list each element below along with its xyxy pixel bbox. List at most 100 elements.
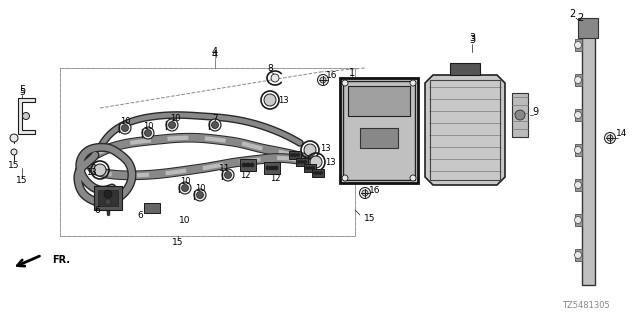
- Circle shape: [179, 182, 191, 194]
- Circle shape: [319, 172, 323, 174]
- Text: 15: 15: [364, 213, 376, 222]
- Circle shape: [296, 154, 300, 156]
- Circle shape: [308, 166, 312, 170]
- Circle shape: [225, 172, 232, 179]
- Polygon shape: [575, 74, 582, 86]
- Circle shape: [298, 161, 301, 164]
- Circle shape: [305, 166, 308, 170]
- Text: 9: 9: [532, 107, 538, 117]
- Circle shape: [222, 169, 234, 181]
- Circle shape: [264, 94, 276, 106]
- Circle shape: [575, 147, 582, 154]
- Text: 16: 16: [326, 70, 338, 79]
- Text: 10: 10: [143, 122, 153, 131]
- Circle shape: [182, 185, 189, 191]
- Text: 8: 8: [267, 63, 273, 73]
- Text: 12: 12: [240, 171, 250, 180]
- Text: 2: 2: [569, 9, 575, 19]
- Polygon shape: [582, 28, 595, 285]
- Polygon shape: [575, 249, 582, 261]
- Text: 1: 1: [349, 68, 355, 78]
- Circle shape: [94, 164, 106, 176]
- Circle shape: [317, 75, 328, 85]
- Text: 4: 4: [212, 47, 218, 57]
- Polygon shape: [343, 81, 415, 180]
- Text: 6: 6: [137, 211, 143, 220]
- Text: 13: 13: [324, 157, 335, 166]
- Circle shape: [342, 175, 348, 181]
- Circle shape: [575, 76, 582, 84]
- Text: 12: 12: [269, 173, 280, 182]
- Text: 14: 14: [616, 129, 628, 138]
- Text: 13: 13: [86, 167, 96, 177]
- Polygon shape: [289, 151, 301, 159]
- Polygon shape: [575, 109, 582, 121]
- Text: 10: 10: [180, 177, 190, 186]
- Circle shape: [575, 252, 582, 259]
- Circle shape: [410, 175, 416, 181]
- Polygon shape: [240, 159, 256, 171]
- Polygon shape: [575, 39, 582, 51]
- Text: 16: 16: [369, 186, 381, 195]
- Circle shape: [242, 163, 246, 167]
- Polygon shape: [94, 186, 122, 210]
- Polygon shape: [425, 75, 505, 185]
- Circle shape: [301, 161, 303, 164]
- Polygon shape: [578, 18, 598, 38]
- Circle shape: [303, 161, 307, 164]
- Text: 15: 15: [16, 175, 28, 185]
- Circle shape: [575, 217, 582, 223]
- Circle shape: [142, 127, 154, 139]
- Text: 3: 3: [469, 35, 475, 45]
- Circle shape: [104, 190, 112, 198]
- Circle shape: [119, 122, 131, 134]
- Text: 11: 11: [220, 164, 231, 172]
- Polygon shape: [304, 164, 316, 172]
- Text: 15: 15: [172, 237, 184, 246]
- Circle shape: [314, 172, 317, 174]
- Circle shape: [575, 42, 582, 49]
- Polygon shape: [575, 214, 582, 226]
- Text: 15: 15: [8, 161, 20, 170]
- Text: 4: 4: [212, 50, 218, 60]
- Circle shape: [22, 113, 29, 119]
- Text: 10: 10: [179, 215, 191, 225]
- Text: TZ5481305: TZ5481305: [563, 301, 610, 310]
- Circle shape: [194, 189, 206, 201]
- Circle shape: [105, 199, 111, 205]
- Polygon shape: [348, 86, 410, 116]
- Circle shape: [320, 77, 326, 83]
- Circle shape: [575, 111, 582, 118]
- Text: 10: 10: [195, 183, 205, 193]
- Text: 10: 10: [170, 114, 180, 123]
- Polygon shape: [312, 169, 324, 177]
- Text: 10: 10: [120, 116, 131, 125]
- Circle shape: [342, 80, 348, 86]
- Text: 5: 5: [19, 85, 25, 95]
- Circle shape: [246, 163, 250, 167]
- Circle shape: [294, 154, 296, 156]
- Circle shape: [515, 110, 525, 120]
- Circle shape: [266, 166, 270, 170]
- Circle shape: [271, 74, 279, 82]
- Text: 13: 13: [278, 95, 288, 105]
- Circle shape: [607, 135, 613, 141]
- Text: 2: 2: [577, 13, 583, 23]
- Circle shape: [310, 156, 322, 168]
- Circle shape: [312, 166, 314, 170]
- Circle shape: [605, 132, 616, 143]
- Circle shape: [209, 119, 221, 131]
- Polygon shape: [512, 93, 528, 137]
- Circle shape: [168, 122, 175, 129]
- Text: 3: 3: [469, 33, 475, 43]
- Polygon shape: [575, 144, 582, 156]
- Polygon shape: [296, 158, 308, 166]
- Text: 5: 5: [19, 87, 25, 97]
- Circle shape: [410, 80, 416, 86]
- Text: 7: 7: [212, 114, 218, 123]
- Polygon shape: [18, 98, 35, 134]
- Circle shape: [166, 119, 178, 131]
- Circle shape: [250, 163, 254, 167]
- Bar: [60, 68, 355, 236]
- Circle shape: [10, 134, 18, 142]
